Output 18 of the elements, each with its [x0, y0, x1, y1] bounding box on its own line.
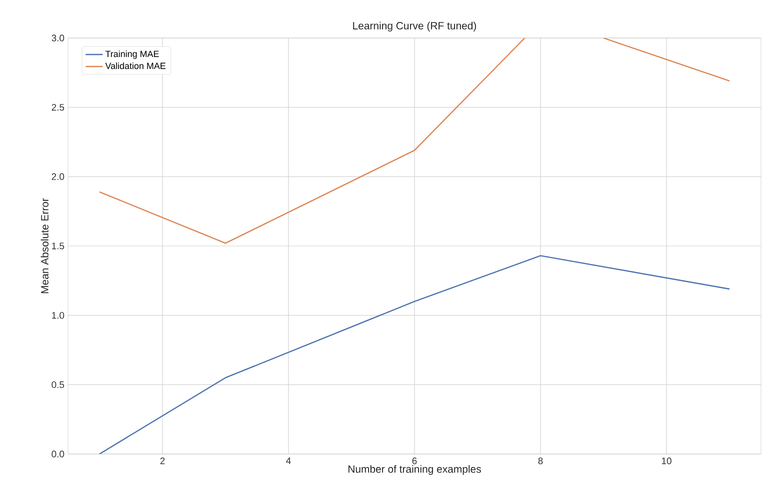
- y-tick-label: 1.5: [52, 242, 64, 250]
- y-axis-title: Mean Absolute Error: [40, 198, 48, 294]
- legend-label: Validation MAE: [105, 62, 166, 70]
- x-tick-label: 8: [538, 458, 543, 464]
- line-series: [98, 255, 730, 454]
- x-tick-label: 10: [662, 458, 672, 464]
- x-tick-label: 2: [160, 458, 165, 464]
- y-tick-label: 2.0: [52, 173, 64, 180]
- y-tick-label: 1.0: [52, 312, 64, 319]
- chart-title: Learning Curve (RF tuned): [353, 22, 476, 32]
- x-tick-label: 6: [412, 458, 417, 464]
- y-tick-label: 0.0: [52, 450, 64, 458]
- x-tick-label: 4: [286, 458, 291, 464]
- y-tick-label: 3.0: [52, 34, 64, 42]
- y-tick-label: 0.5: [52, 381, 64, 388]
- legend-label: Training MAE: [105, 50, 159, 59]
- y-tick-label: 2.5: [52, 104, 64, 111]
- x-axis-title: Number of training examples: [348, 465, 481, 475]
